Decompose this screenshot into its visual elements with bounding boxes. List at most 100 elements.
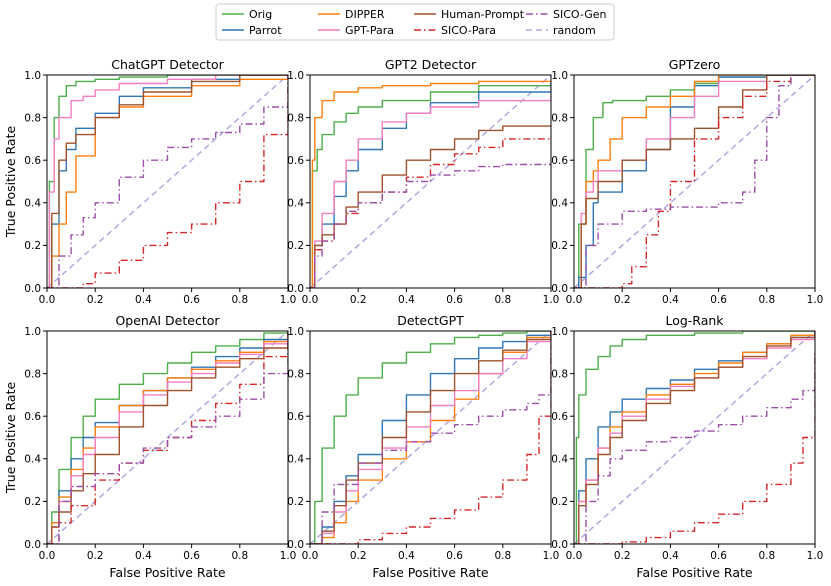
series-line — [310, 81, 551, 288]
legend-label: SICO-Gen — [553, 8, 607, 21]
x-tick-label: 0.2 — [87, 294, 104, 306]
y-tick-label: 0.4 — [24, 198, 41, 210]
y-tick-label: 0.8 — [551, 112, 568, 124]
x-axis-label: False Positive Rate — [372, 565, 488, 580]
y-axis-label: True Positive Rate — [3, 126, 18, 239]
legend: Orig Parrot DIPPER GPT-Para Human-Prompt SICO… — [215, 3, 615, 41]
series-line — [574, 331, 815, 544]
y-tick-label: 0.0 — [287, 539, 304, 551]
x-tick-label: 0.6 — [183, 294, 200, 306]
x-tick-label: 0.8 — [231, 294, 248, 306]
y-tick-label: 0.2 — [287, 496, 304, 508]
y-tick-label: 1.0 — [551, 326, 568, 338]
series-line — [47, 331, 288, 544]
y-tick-label: 0.2 — [24, 496, 41, 508]
panel-title: OpenAI Detector — [115, 313, 220, 328]
legend-label: Human-Prompt — [441, 8, 525, 21]
series-line — [47, 75, 288, 288]
legend-item: GPT-Para — [318, 24, 394, 37]
series-line — [574, 75, 815, 288]
series-line — [574, 352, 815, 544]
panel: GPTzero 0.0 0.2 0.4 0.6 0.8 1.0 0.0 0.2 0.4 0.6 0.8… — [551, 57, 823, 306]
x-tick-label: 1.0 — [543, 550, 560, 562]
panel: Log-Rank 0.0 0.2 0.4 0.6 0.8 1.0 0.0 0.2 0.4 0.6 0.… — [551, 313, 823, 580]
panel-title: GPTzero — [669, 57, 721, 72]
y-tick-label: 0.4 — [287, 198, 304, 210]
series-line — [310, 331, 551, 544]
panel: ChatGPT Detector 0.0 0.2 0.4 0.6 0.8 1.0 0.0 0.2… — [3, 57, 296, 306]
x-tick-label: 0.4 — [135, 550, 152, 562]
y-tick-label: 1.0 — [24, 70, 41, 82]
x-tick-label: 0.4 — [398, 294, 415, 306]
y-tick-label: 1.0 — [24, 326, 41, 338]
legend-item: Human-Prompt — [414, 8, 525, 21]
series-line — [47, 331, 288, 544]
y-tick-label: 0.4 — [287, 454, 304, 466]
series-line — [574, 75, 815, 288]
x-tick-label: 0.0 — [39, 550, 56, 562]
series-line — [47, 331, 288, 544]
x-tick-label: 1.0 — [280, 550, 297, 562]
panel-title: DetectGPT — [397, 313, 464, 328]
x-tick-label: 1.0 — [807, 294, 824, 306]
legend-item: DIPPER — [318, 8, 385, 21]
y-tick-label: 0.6 — [287, 155, 304, 167]
x-tick-label: 0.2 — [614, 550, 631, 562]
x-axis-label: False Positive Rate — [636, 565, 752, 580]
y-tick-label: 0.8 — [551, 368, 568, 380]
legend-label: Orig — [249, 8, 272, 21]
panel-title: ChatGPT Detector — [111, 57, 224, 72]
y-tick-label: 0.6 — [24, 411, 41, 423]
legend-item: SICO-Gen — [526, 8, 607, 21]
x-tick-label: 0.2 — [350, 294, 367, 306]
series-line — [310, 331, 551, 544]
legend-label: SICO-Para — [441, 24, 496, 37]
x-tick-label: 0.8 — [494, 294, 511, 306]
series-line — [574, 352, 815, 544]
x-tick-label: 0.8 — [231, 550, 248, 562]
legend-label: Parrot — [249, 24, 282, 37]
random-line — [47, 331, 288, 544]
y-tick-label: 0.2 — [287, 240, 304, 252]
x-tick-label: 0.6 — [710, 550, 727, 562]
y-tick-label: 0.8 — [287, 112, 304, 124]
y-tick-label: 0.4 — [551, 454, 568, 466]
panel: GPT2 Detector 0.0 0.2 0.4 0.6 0.8 1.0 0.0 0.2 0.4… — [287, 57, 559, 306]
series-line — [310, 331, 551, 544]
panel: DetectGPT 0.0 0.2 0.4 0.6 0.8 1.0 0.0 0.2 0.4 0.6 0… — [287, 313, 559, 580]
x-tick-label: 0.0 — [302, 294, 319, 306]
x-tick-label: 0.2 — [614, 294, 631, 306]
x-axis-label: False Positive Rate — [109, 565, 225, 580]
y-tick-label: 0.2 — [551, 240, 568, 252]
series-line — [47, 331, 288, 544]
x-tick-label: 0.6 — [446, 550, 463, 562]
x-tick-label: 0.6 — [446, 294, 463, 306]
x-tick-label: 0.8 — [758, 550, 775, 562]
x-tick-label: 0.0 — [566, 550, 583, 562]
series-line — [47, 75, 288, 288]
x-tick-label: 0.2 — [350, 550, 367, 562]
x-tick-label: 1.0 — [543, 294, 560, 306]
series-line — [574, 331, 815, 544]
legend-item: Parrot — [222, 24, 282, 37]
axes-frame — [46, 74, 289, 289]
x-tick-label: 0.8 — [758, 294, 775, 306]
y-tick-label: 1.0 — [287, 326, 304, 338]
legend-label: random — [553, 24, 596, 37]
legend-frame — [215, 3, 615, 41]
y-tick-label: 1.0 — [551, 70, 568, 82]
panel: OpenAI Detector 0.0 0.2 0.4 0.6 0.8 1.0 0.0 0.2 0… — [3, 313, 296, 580]
axes-frame — [46, 330, 289, 545]
axes-frame — [309, 330, 552, 545]
x-tick-label: 0.2 — [87, 550, 104, 562]
random-line — [574, 75, 815, 288]
series-line — [310, 162, 551, 288]
x-tick-label: 0.6 — [183, 550, 200, 562]
x-tick-label: 0.4 — [662, 294, 679, 306]
y-tick-label: 0.6 — [551, 411, 568, 423]
y-tick-label: 0.6 — [551, 155, 568, 167]
legend-label: DIPPER — [345, 8, 385, 21]
random-line — [47, 75, 288, 288]
series-line — [574, 75, 815, 288]
